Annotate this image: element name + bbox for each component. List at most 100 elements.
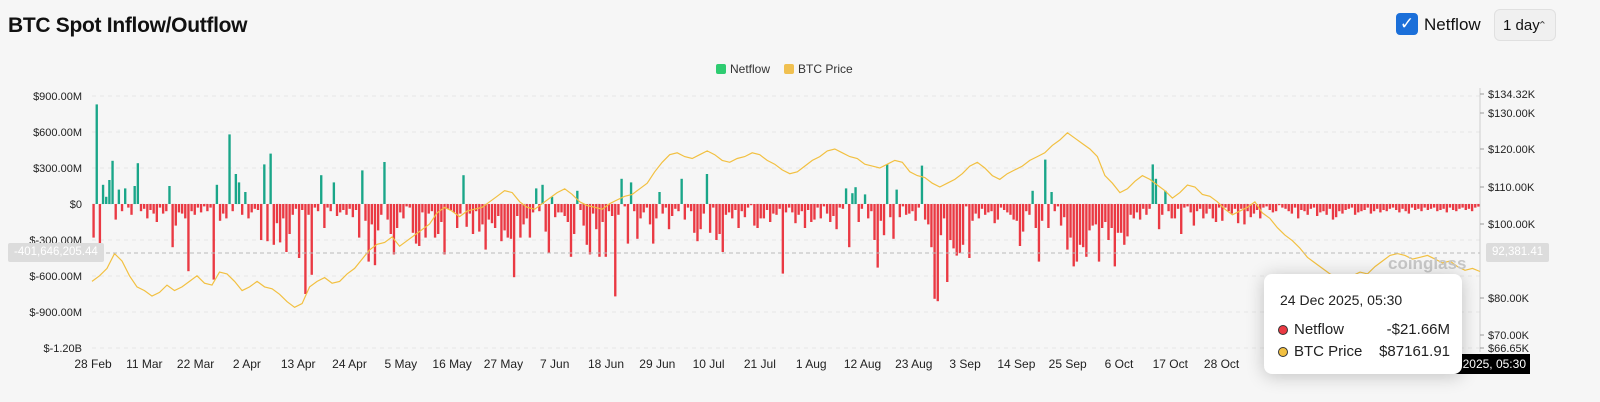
netflow-bar-outflow [996,204,1000,220]
netflow-bar-outflow [835,204,838,230]
netflow-bar-outflow [1243,204,1246,225]
tooltip-row-price: BTC Price $87161.91 [1278,343,1450,360]
y-left-tick-label: $0 [70,199,82,211]
netflow-bar-outflow [1072,204,1075,267]
netflow-bar-outflow [696,204,699,242]
netflow-bar-outflow [718,204,721,234]
netflow-bar-outflow [184,204,187,219]
netflow-bar-outflow [497,204,500,216]
netflow-bar-outflow [478,204,481,232]
range-select[interactable]: 1 day ⌃ [1494,9,1556,41]
netflow-bar-outflow [1110,204,1113,228]
netflow-bar-outflow [528,204,532,238]
netflow-bar-outflow [693,204,696,233]
netflow-bar-outflow [648,204,652,225]
netflow-bar-inflow [658,192,661,204]
netflow-bar-inflow [124,188,127,204]
netflow-bar-outflow [1205,204,1208,214]
legend-label-price: BTC Price [798,62,853,76]
netflow-bar-outflow [465,204,468,227]
netflow-bar-outflow [993,204,996,224]
netflow-bar-outflow [402,204,405,219]
netflow-bar-outflow [424,204,427,238]
netflow-bar-outflow [187,204,190,272]
netflow-bar-inflow [101,184,105,204]
btc-price-line [91,132,1481,309]
legend-item-netflow[interactable]: Netflow [716,62,770,76]
netflow-bar-outflow [351,204,355,218]
netflow-bar-outflow [617,204,620,215]
legend-item-price[interactable]: BTC Price [784,62,853,76]
netflow-bar-outflow [1002,204,1006,210]
netflow-bar-outflow [702,204,705,214]
netflow-bar-inflow [117,189,121,204]
netflow-bar-outflow [876,204,879,268]
netflow-bar-outflow [452,204,456,213]
y-left-tick-label: $-1.20B [43,343,82,355]
netflow-bar-outflow [857,204,860,222]
y-right-tick-label: $66.65K [1488,343,1530,355]
netflow-bar-inflow [105,196,108,204]
netflow-bar-outflow [1129,204,1132,215]
y-right-tick-label: $70.00K [1488,330,1530,342]
netflow-bar-outflow [715,204,718,240]
tooltip-value-price: $87161.91 [1379,343,1450,360]
netflow-bar-outflow [1063,204,1066,218]
netflow-bar-outflow [832,204,835,216]
netflow-bar-outflow [1357,204,1360,213]
netflow-bar-outflow [984,204,987,215]
netflow-bar-inflow [234,174,238,204]
netflow-bar-outflow [949,204,952,240]
netflow-bar-outflow [155,204,158,222]
netflow-bar-outflow [803,204,807,228]
netflow-bar-outflow [721,204,724,252]
netflow-bar-outflow [1404,204,1407,212]
legend-label-netflow: Netflow [730,62,771,76]
netflow-bar-outflow [193,204,196,215]
netflow-bar-outflow [1309,204,1313,209]
netflow-bar-outflow [180,204,184,214]
netflow-bar-outflow [1268,204,1271,210]
netflow-bar-outflow [544,204,547,232]
netflow-bar-outflow [765,204,769,210]
netflow-bar-outflow [607,204,611,212]
x-tick-label: 14 Sep [997,357,1035,371]
netflow-bar-outflow [206,204,209,212]
netflow-bar-outflow [272,204,275,245]
netflow-bar-outflow [1464,204,1467,210]
netflow-bar-outflow [196,204,200,208]
netflow-bar-outflow [471,204,475,234]
netflow-bar-outflow [152,204,155,214]
netflow-bar-inflow [535,188,538,204]
netflow-bar-outflow [241,204,244,215]
netflow-bar-outflow [974,204,977,214]
netflow-bar-outflow [917,204,920,208]
netflow-bar-inflow [576,190,579,204]
netflow-bar-outflow [373,204,377,266]
y-right-tick-label: $134.32K [1488,89,1536,101]
netflow-bar-outflow [259,204,263,240]
netflow-bar-outflow [987,204,990,213]
netflow-bar-outflow [1458,204,1461,209]
netflow-bar-outflow [841,204,845,209]
netflow-bar-outflow [481,204,484,225]
netflow-bar-outflow [756,204,759,228]
netflow-bar-inflow [851,193,854,204]
netflow-bar-outflow [933,204,936,299]
netflow-bar-outflow [977,204,981,219]
netflow-bar-outflow [1281,204,1284,208]
netflow-bar-outflow [1442,204,1445,209]
netflow-toggle-label[interactable]: Netflow [1424,15,1481,34]
netflow-bar-outflow [772,204,775,214]
netflow-bar-outflow [980,204,984,209]
netflow-bar-outflow [1252,204,1256,214]
x-tick-label: 27 May [484,357,523,371]
netflow-bar-inflow [620,178,623,204]
netflow-bar-outflow [1306,204,1309,215]
y-left-tick-label: $-600.00M [29,271,82,283]
netflow-checkbox[interactable]: ✓ [1396,13,1418,35]
netflow-bar-outflow [247,204,250,219]
page-title: BTC Spot Inflow/Outflow [8,14,248,37]
netflow-bar-outflow [595,204,598,230]
